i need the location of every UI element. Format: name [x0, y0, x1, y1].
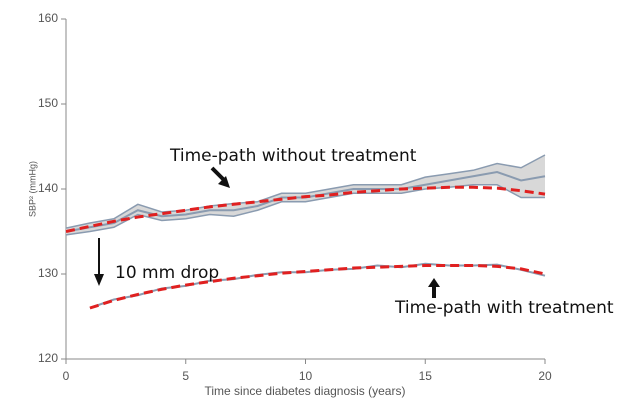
plot-area: 120 130 140 150 160 0 5 10 15 20 — [38, 11, 552, 383]
fitted-line — [89, 264, 546, 310]
x-axis-label: Time since diabetes diagnosis (years) — [205, 384, 406, 398]
arrow-head — [94, 274, 104, 286]
band-edge — [65, 154, 546, 229]
arrow-head — [428, 278, 440, 287]
x-tick-label: 5 — [182, 369, 189, 383]
y-axis-label: SBP² (mmHg) — [27, 161, 37, 217]
x-tick-label: 10 — [299, 369, 313, 383]
y-tick-label: 120 — [38, 351, 58, 365]
confidence-band — [66, 155, 545, 235]
fitted-line — [65, 185, 546, 233]
y-tick-label: 160 — [38, 11, 58, 25]
annotation: Time-path without treatment — [169, 146, 417, 166]
y-tick-label: 150 — [38, 96, 58, 110]
annotation: Time-path with treatment — [394, 298, 614, 318]
annotation: 10 mm drop — [115, 263, 219, 283]
arrow-head — [218, 176, 230, 188]
x-tick-label: 15 — [419, 369, 433, 383]
y-tick-label: 130 — [38, 266, 58, 280]
x-tick-label: 0 — [63, 369, 70, 383]
y-tick-label: 140 — [38, 181, 58, 195]
band-edge — [65, 184, 545, 236]
x-tick-label: 20 — [538, 369, 552, 383]
